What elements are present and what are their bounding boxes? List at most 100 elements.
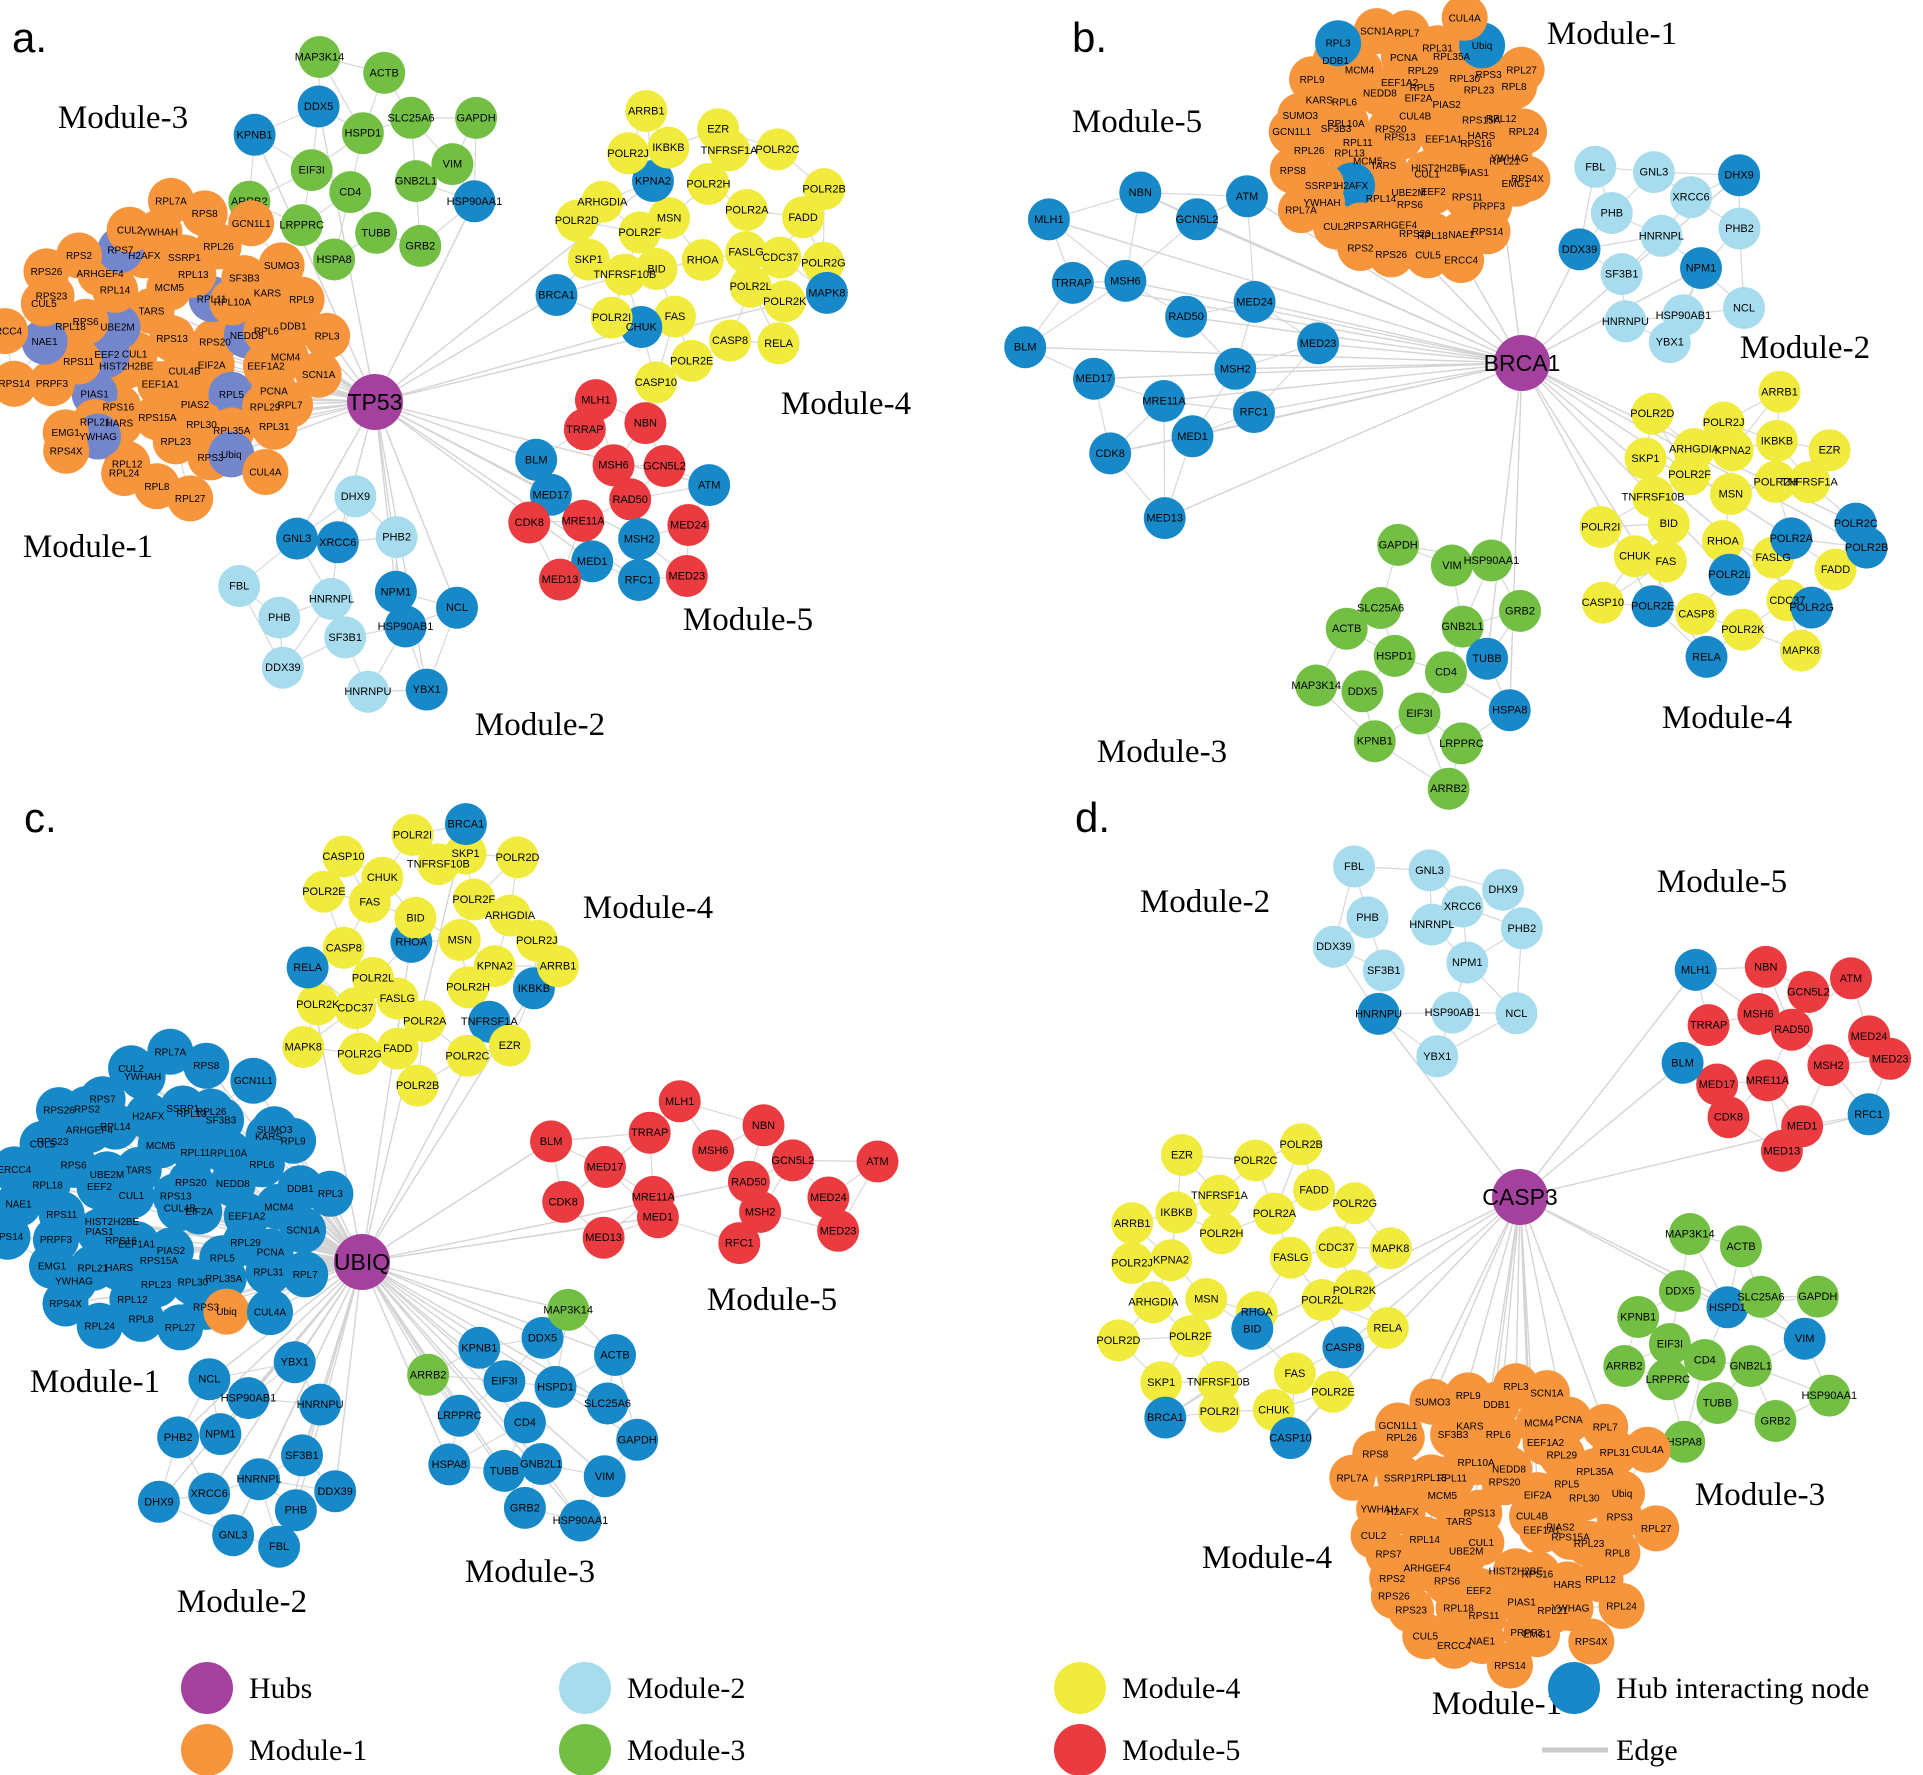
node-ERCC4 xyxy=(0,1146,38,1193)
node-RFC1 xyxy=(618,559,660,601)
node-label: RPS6 xyxy=(61,1160,88,1171)
node-HSPA8 xyxy=(1663,1420,1706,1463)
node-label: DDX5 xyxy=(1665,1286,1694,1298)
node-GAPDH xyxy=(455,96,498,139)
node-label: HSP90AA1 xyxy=(1801,1390,1857,1402)
node-RPS26 xyxy=(23,248,70,295)
node-KPNA2 xyxy=(473,945,516,988)
node-NPM1 xyxy=(374,570,417,613)
node-BLM xyxy=(1004,326,1047,369)
node-label: SUMO3 xyxy=(1283,111,1319,122)
node-NBN xyxy=(1744,945,1787,988)
node-label: CUL4B xyxy=(1516,1511,1549,1522)
node-YBX1 xyxy=(1416,1035,1459,1078)
node-POLR2B xyxy=(803,168,846,211)
node-label: HSPD1 xyxy=(1376,650,1413,662)
node-label: KPNA2 xyxy=(477,961,513,973)
node-label: DDB1 xyxy=(287,1184,314,1195)
node-MED13 xyxy=(539,558,581,601)
node-label: TNFRSF1A xyxy=(1191,1190,1249,1202)
node-label: CASP10 xyxy=(1582,597,1624,609)
node-MRE11A xyxy=(1143,380,1185,422)
node-label: SF3B3 xyxy=(206,1116,237,1127)
node-label: RPS6 xyxy=(73,317,100,328)
node-label: IKBKB xyxy=(1160,1207,1192,1219)
node-RPL24 xyxy=(76,1302,123,1349)
node-label: VIM xyxy=(1795,1333,1815,1345)
node-H2AFX xyxy=(125,1093,172,1140)
node-label: MED13 xyxy=(542,574,579,586)
node-label: RPS26 xyxy=(43,1106,75,1117)
node-label: KPNA2 xyxy=(1153,1255,1189,1267)
node-label: MED17 xyxy=(1076,373,1113,385)
node-POLR2I xyxy=(1198,1390,1241,1433)
node-MED13 xyxy=(1143,497,1186,540)
node-label: HSPD1 xyxy=(537,1381,574,1393)
node-POLR2A xyxy=(1253,1192,1296,1235)
node-label: MED23 xyxy=(668,571,705,583)
node-RPL27 xyxy=(1633,1505,1680,1552)
node-label: GNB2L1 xyxy=(1730,1361,1772,1373)
node-label: EIF3I xyxy=(1657,1339,1683,1351)
node-label: CUL4A xyxy=(254,1308,287,1319)
node-GCN5L2 xyxy=(771,1139,814,1182)
node-label: POLR2D xyxy=(555,215,599,227)
node-label: BLM xyxy=(525,454,548,466)
node-FADD xyxy=(1814,548,1857,591)
node-label: POLR2K xyxy=(1333,1285,1377,1297)
node-POLR2I xyxy=(1579,506,1622,548)
module-Module-3-b: CD4 HSPD1 GNB2L1 EIF3I SLC25A6 TUBB DDX5 VIM LRP… xyxy=(1097,523,1541,810)
node-ACTB xyxy=(363,51,406,94)
node-label: POLR2I xyxy=(592,312,631,324)
node-label: POLR2D xyxy=(495,852,539,864)
node-label: POLR2K xyxy=(1721,624,1765,636)
node-label: NAE1 xyxy=(5,1200,32,1211)
node-MRE11A xyxy=(1746,1059,1789,1102)
node-label: RPS15A xyxy=(1551,1532,1590,1543)
node-label: RPS11 xyxy=(1452,193,1483,204)
node-label: GCN1L1 xyxy=(232,219,271,230)
node-label: RELA xyxy=(1692,651,1721,663)
node-RPS14 xyxy=(0,1213,31,1260)
node-RPS4X xyxy=(1504,155,1551,202)
node-label: RPS15A xyxy=(140,1256,179,1267)
node-label: HARS xyxy=(1554,1580,1582,1591)
node-RPL27 xyxy=(1498,46,1545,93)
node-CHUK xyxy=(361,856,404,899)
node-CD4 xyxy=(503,1401,546,1444)
node-POLR2E xyxy=(670,339,713,382)
node-label: RPL5 xyxy=(1410,83,1435,94)
node-ACTB xyxy=(1720,1225,1762,1268)
node-label: YWHAG xyxy=(1491,154,1529,165)
node-label: RPL27 xyxy=(165,1323,196,1334)
node-label: RPL8 xyxy=(128,1314,153,1325)
node-CUL4A xyxy=(1441,0,1488,41)
node-label: PHB xyxy=(268,612,291,624)
node-label: RPL13 xyxy=(176,1109,207,1120)
node-MED17 xyxy=(584,1146,626,1188)
node-label: SKP1 xyxy=(452,848,480,860)
node-RPS8 xyxy=(183,1042,230,1089)
node-MAPK8 xyxy=(1369,1227,1412,1270)
node-label: EEF2 xyxy=(1421,187,1446,198)
node-label: NPM1 xyxy=(205,1429,236,1441)
node-XRCC6 xyxy=(1670,176,1712,219)
node-label: RPL10A xyxy=(210,1148,248,1159)
node-GNB2L1 xyxy=(1729,1345,1772,1388)
node-label: MCM4 xyxy=(1345,66,1375,77)
node-SUMO3 xyxy=(1409,1378,1456,1425)
node-NBN xyxy=(624,402,667,445)
node-IKBKB xyxy=(1155,1191,1198,1234)
node-label: NEDD8 xyxy=(230,331,264,342)
node-label: YWHAH xyxy=(124,1072,161,1083)
node-POLR2B xyxy=(1280,1123,1323,1166)
node-label: RPS3 xyxy=(1607,1512,1634,1523)
node-label: H2AFX xyxy=(128,251,161,262)
node-label: RPS20 xyxy=(175,1178,207,1189)
module-Module-4-b: RHOA MSN FASLG BID POLR2H POLR2L POLR2F POLR2A F… xyxy=(1579,370,1888,736)
node-label: MAPK8 xyxy=(808,287,845,299)
node-RPL24 xyxy=(1501,108,1547,155)
node-PHB2 xyxy=(375,516,418,559)
node-ERCC4 xyxy=(0,308,29,355)
node-TUBB xyxy=(355,211,398,254)
